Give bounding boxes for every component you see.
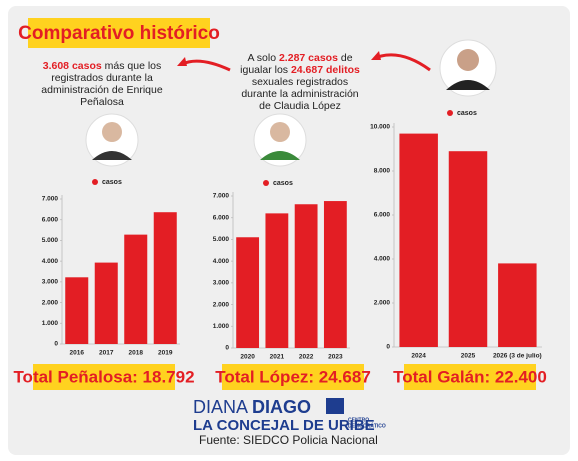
arrow-head (371, 51, 381, 60)
y-tick-label: 1.000 (213, 323, 230, 330)
y-tick-label: 4.000 (42, 258, 59, 265)
x-tick-label: 2026 (3 de julio) (493, 353, 542, 360)
y-tick-label: 7.000 (42, 196, 59, 203)
portrait-body (92, 151, 132, 160)
highlight: 2.287 casos (279, 52, 338, 64)
y-tick-label: 8.000 (374, 168, 391, 175)
x-tick-label: 2018 (129, 350, 144, 357)
y-tick-label: 2.000 (213, 301, 230, 308)
annotation-line: igualar los 24.687 delitos (240, 64, 360, 76)
portrait-face (270, 122, 290, 142)
title-box (28, 18, 210, 48)
total-box (222, 364, 364, 390)
total: Total Galán: 22.400 (393, 367, 547, 386)
bar (94, 262, 118, 344)
y-tick-label: 0 (54, 341, 58, 348)
x-tick-label: 2016 (70, 350, 85, 357)
y-tick-label: 3.000 (42, 279, 59, 286)
y-tick-label: 6.000 (374, 212, 391, 219)
text: A solo (247, 52, 279, 64)
annotation-line: de Claudia López (259, 100, 341, 112)
bar (236, 237, 260, 348)
bar (65, 277, 89, 344)
annotation-line: durante la administración (241, 88, 358, 100)
portrait-face (102, 122, 122, 142)
party-logo (326, 398, 344, 414)
x-tick-label: 2021 (270, 354, 285, 361)
bar (323, 201, 347, 348)
text: igualar los (240, 64, 291, 76)
bar (399, 133, 438, 347)
y-tick-label: 6.000 (213, 214, 230, 221)
highlight: 24.687 delitos (291, 64, 360, 76)
footer-role: LA CONCEJAL DE URIBE (193, 417, 375, 434)
legend-marker (263, 180, 269, 186)
bar (448, 151, 488, 347)
y-tick-label: 4.000 (213, 258, 230, 265)
bar (498, 263, 537, 347)
y-tick-label: 2.000 (42, 299, 59, 306)
legend-marker (447, 110, 453, 116)
party: DEMOCRÁTICO (348, 422, 386, 429)
y-tick-label: 5.000 (42, 237, 59, 244)
x-tick-label: 2017 (99, 350, 114, 357)
highlight: 3.608 casos (43, 60, 102, 72)
y-tick-label: 4.000 (374, 256, 391, 263)
x-tick-label: 2025 (461, 353, 476, 360)
portrait-body (446, 80, 490, 90)
total: Total López: 24.687 (215, 367, 371, 386)
bar (294, 204, 318, 348)
annotation-line: administración de Enrique (41, 84, 163, 96)
legend-marker (92, 179, 98, 185)
y-tick-label: 1.000 (42, 320, 59, 327)
x-tick-label: 2019 (158, 350, 173, 357)
y-tick-label: 2.000 (374, 300, 391, 307)
arrow-head (177, 57, 187, 66)
x-tick-label: 2024 (411, 353, 426, 360)
bar (124, 234, 148, 344)
x-tick-label: 2023 (328, 354, 343, 361)
footer-name: DIANA DIAGO (193, 397, 311, 417)
name-bold: DIAGO (252, 397, 311, 417)
total: Total Peñalosa: 18.792 (13, 367, 194, 386)
name-light: DIANA (193, 397, 248, 417)
y-tick-label: 5.000 (213, 236, 230, 243)
party: CENTRO (348, 417, 369, 423)
y-tick-label: 0 (225, 345, 229, 352)
y-tick-label: 10.000 (370, 124, 390, 131)
annotation-line: 3.608 casos más que los (43, 60, 162, 72)
y-tick-label: 3.000 (213, 280, 230, 287)
y-tick-label: 7.000 (213, 193, 230, 200)
x-tick-label: 2020 (240, 354, 255, 361)
annotation-line: sexuales registrados (252, 76, 348, 88)
total-box (33, 364, 175, 390)
portrait-body (260, 151, 300, 160)
portrait-face (457, 49, 479, 71)
text: de (338, 52, 353, 64)
legend-label: casos (457, 110, 477, 117)
y-tick-label: 0 (386, 344, 390, 351)
bar (153, 212, 177, 344)
legend-label: casos (273, 180, 293, 187)
text: más que los (102, 60, 162, 72)
annotation-line: A solo 2.287 casos de (247, 52, 352, 64)
bar (265, 213, 289, 348)
source: Fuente: SIEDCO Policia Nacional (199, 433, 378, 447)
title: Comparativo histórico (18, 23, 220, 44)
annotation-line: registrados durante la (51, 72, 153, 84)
x-tick-label: 2022 (299, 354, 314, 361)
y-tick-label: 6.000 (42, 216, 59, 223)
total-box (404, 364, 536, 390)
annotation-line: Peñalosa (80, 96, 124, 108)
legend-label: casos (102, 179, 122, 186)
